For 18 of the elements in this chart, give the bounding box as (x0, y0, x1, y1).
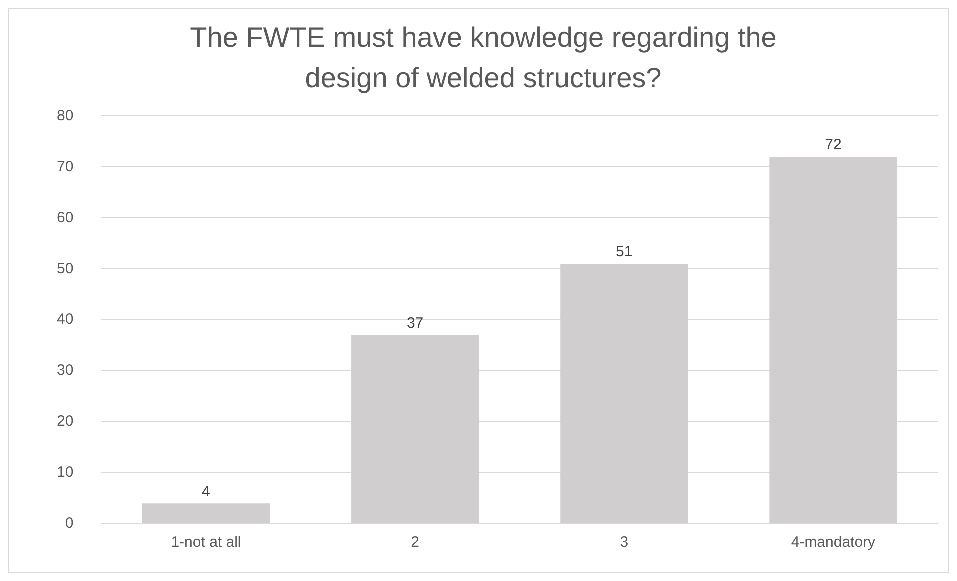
chart-title: The FWTE must have knowledge regarding the design of welded structures? (190, 22, 777, 94)
data-label: 72 (825, 136, 842, 154)
y-tick-label: 60 (56, 209, 74, 226)
y-tick-label: 10 (56, 464, 74, 482)
y-tick-label: 80 (56, 107, 74, 124)
y-tick-label: 40 (56, 311, 74, 328)
x-tick-label: 3 (620, 534, 629, 552)
y-tick-label: 30 (56, 362, 74, 380)
x-tick-label: 4-mandatory (791, 534, 876, 552)
y-tick-label: 0 (65, 515, 74, 532)
x-tick-label: 1-not at all (171, 534, 242, 552)
y-tick-label: 70 (56, 158, 74, 176)
data-label: 37 (406, 315, 424, 332)
y-tick-label: 50 (56, 260, 74, 278)
y-tick-label: 20 (56, 413, 74, 430)
data-label: 51 (616, 244, 633, 261)
x-tick-label: 2 (411, 534, 420, 552)
data-label: 4 (202, 483, 210, 500)
